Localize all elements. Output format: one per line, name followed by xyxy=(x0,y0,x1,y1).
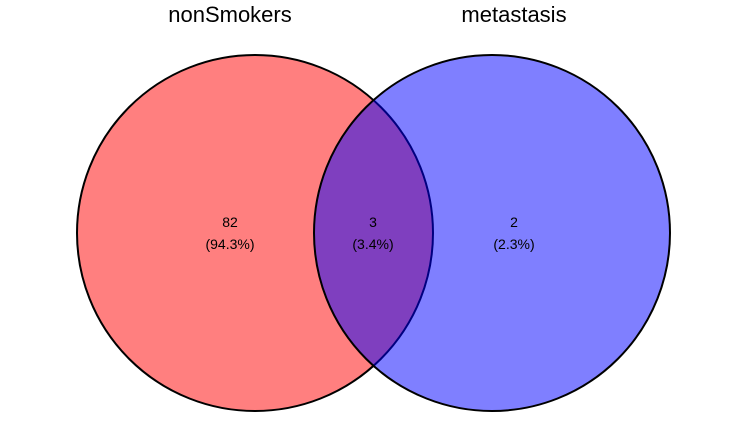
region-only-metastasis-percent: (2.3%) xyxy=(493,236,534,252)
region-only-nonsmokers-percent: (94.3%) xyxy=(205,236,254,252)
region-only-nonsmokers-count: 82 xyxy=(222,214,238,230)
set-circle-metastasis xyxy=(313,54,671,412)
region-intersection-percent: (3.4%) xyxy=(352,236,393,252)
region-only-metastasis-count: 2 xyxy=(510,214,518,230)
set-title-nonsmokers: nonSmokers xyxy=(168,2,292,27)
region-intersection-count: 3 xyxy=(369,214,377,230)
set-title-metastasis: metastasis xyxy=(461,2,566,27)
